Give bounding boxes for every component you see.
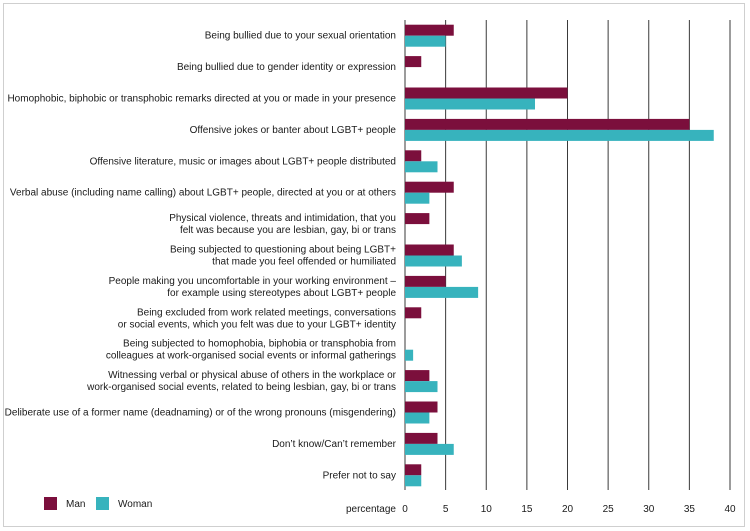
bar-woman: [405, 286, 479, 298]
category-label: that made you feel offended or humiliate…: [212, 257, 396, 268]
category-label: colleagues at work-organised social even…: [106, 351, 396, 362]
legend: Man Woman: [44, 497, 152, 510]
legend-swatch-woman: [96, 497, 109, 510]
bar-woman: [405, 475, 422, 487]
category-label: Offensive literature, music or images ab…: [90, 156, 396, 167]
category-label: Don’t know/Can’t remember: [272, 439, 397, 450]
x-tick-label: 5: [443, 504, 449, 515]
bar-woman: [405, 255, 462, 267]
bar-man: [405, 56, 422, 68]
category-label: Witnessing verbal or physical abuse of o…: [108, 370, 397, 381]
category-label: work-organised social events, related to…: [86, 382, 396, 393]
category-label: Being bullied due to gender identity or …: [177, 62, 396, 73]
x-tick-label: 10: [481, 504, 493, 515]
category-label: Offensive jokes or banter about LGBT+ pe…: [190, 125, 397, 136]
category-label: Being subjected to homophobia, biphobia …: [123, 339, 396, 350]
bar-woman: [405, 412, 430, 424]
x-tick-label: 0: [402, 504, 408, 515]
x-axis-title: percentage: [346, 504, 396, 515]
category-label: Deliberate use of a former name (deadnam…: [5, 408, 396, 419]
bar-man: [405, 118, 690, 130]
bar-woman: [405, 161, 438, 173]
bar-man: [405, 432, 438, 444]
category-label: Being excluded from work related meeting…: [137, 307, 396, 318]
x-tick-label: 30: [643, 504, 655, 515]
bars: [405, 24, 714, 487]
bar-man: [405, 275, 446, 287]
bar-woman: [405, 443, 454, 455]
bar-man: [405, 87, 568, 99]
category-labels: Being bullied due to your sexual orienta…: [5, 31, 397, 482]
chart-frame: [3, 3, 745, 527]
legend-swatch-man: [44, 497, 57, 510]
bar-man: [405, 150, 422, 162]
bar-woman: [405, 381, 438, 393]
x-tick-label: 20: [562, 504, 574, 515]
x-tick-label: 25: [603, 504, 615, 515]
bar-woman: [405, 35, 446, 47]
category-label: Prefer not to say: [323, 470, 396, 481]
category-label: Being subjected to questioning about bei…: [170, 245, 396, 256]
legend-label-man: Man: [66, 499, 85, 510]
x-tick-labels: 0 5 10 15 20 25 30 35 40: [402, 504, 736, 515]
category-label: felt was because you are lesbian, gay, b…: [180, 225, 396, 236]
category-label: Physical violence, threats and intimidat…: [169, 213, 396, 224]
legend-label-woman: Woman: [118, 499, 152, 510]
category-label: Being bullied due to your sexual orienta…: [205, 31, 396, 42]
category-label: People making you uncomfortable in your …: [109, 276, 397, 287]
x-tick-label: 40: [724, 504, 736, 515]
bar-man: [405, 464, 422, 476]
category-label: for example using stereotypes about LGBT…: [167, 288, 396, 299]
bar-man: [405, 24, 454, 36]
x-tick-label: 35: [684, 504, 696, 515]
bar-man: [405, 213, 430, 225]
bar-woman: [405, 192, 430, 204]
category-label: or social events, which you felt was due…: [118, 319, 396, 330]
bar-man: [405, 370, 430, 382]
x-tick-label: 15: [521, 504, 533, 515]
bar-man: [405, 401, 438, 413]
bar-woman: [405, 129, 714, 141]
bar-woman: [405, 98, 535, 110]
category-label: Verbal abuse (including name calling) ab…: [10, 188, 396, 199]
bar-woman: [405, 349, 414, 361]
bar-man: [405, 181, 454, 193]
bar-man: [405, 307, 422, 319]
bar-man: [405, 244, 454, 256]
category-label: Homophobic, biphobic or transphobic rema…: [7, 94, 396, 105]
